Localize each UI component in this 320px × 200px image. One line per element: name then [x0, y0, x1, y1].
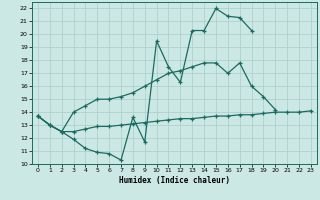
X-axis label: Humidex (Indice chaleur): Humidex (Indice chaleur) — [119, 176, 230, 185]
